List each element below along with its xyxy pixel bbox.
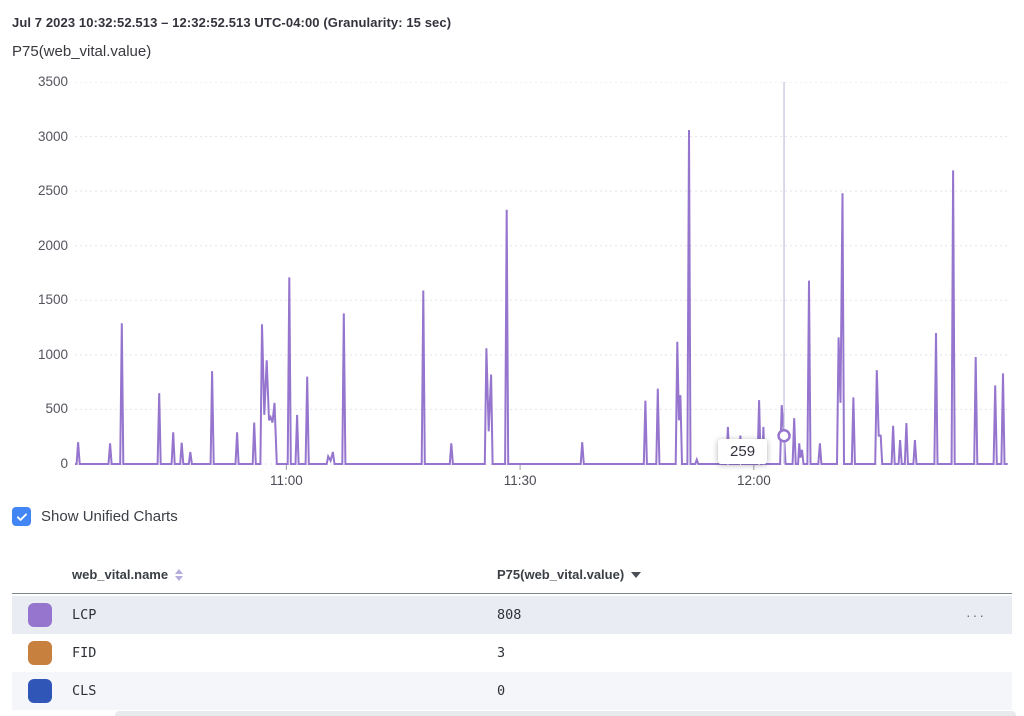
series-color-swatch <box>28 641 52 665</box>
checkmark-icon <box>16 512 27 521</box>
x-axis-tick-label: 12:00 <box>736 473 771 488</box>
show-unified-charts-checkbox[interactable] <box>12 507 31 526</box>
series-color-swatch <box>28 603 52 627</box>
y-axis-tick-label: 3000 <box>37 128 68 144</box>
hover-tooltip: 259 <box>718 438 768 464</box>
unified-charts-control: Show Unified Charts <box>12 507 178 526</box>
y-axis-tick-label: 1500 <box>37 292 68 308</box>
table-row-fid[interactable]: FID 3 <box>12 634 1012 672</box>
y-axis-tick-label: 2500 <box>37 183 68 199</box>
x-axis-tick-label: 11:00 <box>269 473 303 488</box>
column-label: P75(web_vital.value) <box>497 567 625 582</box>
sort-both-icon <box>175 568 184 581</box>
table-header-row: web_vital.name P75(web_vital.value) <box>12 558 1012 594</box>
table-body: LCP 808 ··· FID 3 CLS 0 <box>12 596 1012 710</box>
cell-p75-value: 0 <box>497 683 506 699</box>
cell-web-vital-name: CLS <box>72 683 97 699</box>
cell-p75-value: 808 <box>497 607 522 623</box>
table-row-lcp[interactable]: LCP 808 ··· <box>12 596 1012 634</box>
timeseries-chart[interactable]: 0 500 1000 1500 2000 2500 3000 3500 11:00 11:30 1… <box>0 74 1024 494</box>
sort-desc-icon <box>631 572 642 578</box>
y-axis-tick-label: 3500 <box>37 74 68 89</box>
cell-p75-value: 3 <box>497 645 506 661</box>
cell-web-vital-name: FID <box>72 645 97 661</box>
column-label: web_vital.name <box>72 567 169 582</box>
row-menu-ellipsis-icon[interactable]: ··· <box>966 607 986 623</box>
cell-web-vital-name: LCP <box>72 607 97 623</box>
hover-point-marker <box>777 428 791 443</box>
next-section-partial <box>115 711 1016 716</box>
show-unified-charts-label: Show Unified Charts <box>41 508 178 525</box>
tooltip-value: 259 <box>730 442 756 460</box>
series-line <box>75 129 1008 465</box>
column-header-web-vital-name[interactable]: web_vital.name <box>72 567 184 582</box>
time-range-label: Jul 7 2023 10:32:52.513 – 12:32:52.513 U… <box>12 15 452 30</box>
table-row-cls[interactable]: CLS 0 <box>12 672 1012 710</box>
x-axis-tick-label: 11:30 <box>503 473 537 488</box>
chart-plot-area[interactable] <box>75 82 1015 474</box>
y-axis-tick-label: 1000 <box>37 346 68 362</box>
chart-title: P75(web_vital.value) <box>12 43 152 60</box>
column-header-p75-value[interactable]: P75(web_vital.value) <box>497 567 642 582</box>
y-axis-tick-label: 500 <box>45 401 68 417</box>
web-vitals-table: web_vital.name P75(web_vital.value) LCP 8… <box>0 558 1024 710</box>
y-axis-tick-label: 2000 <box>37 237 68 253</box>
series-color-swatch <box>28 679 52 703</box>
y-axis-tick-label: 0 <box>60 456 68 471</box>
